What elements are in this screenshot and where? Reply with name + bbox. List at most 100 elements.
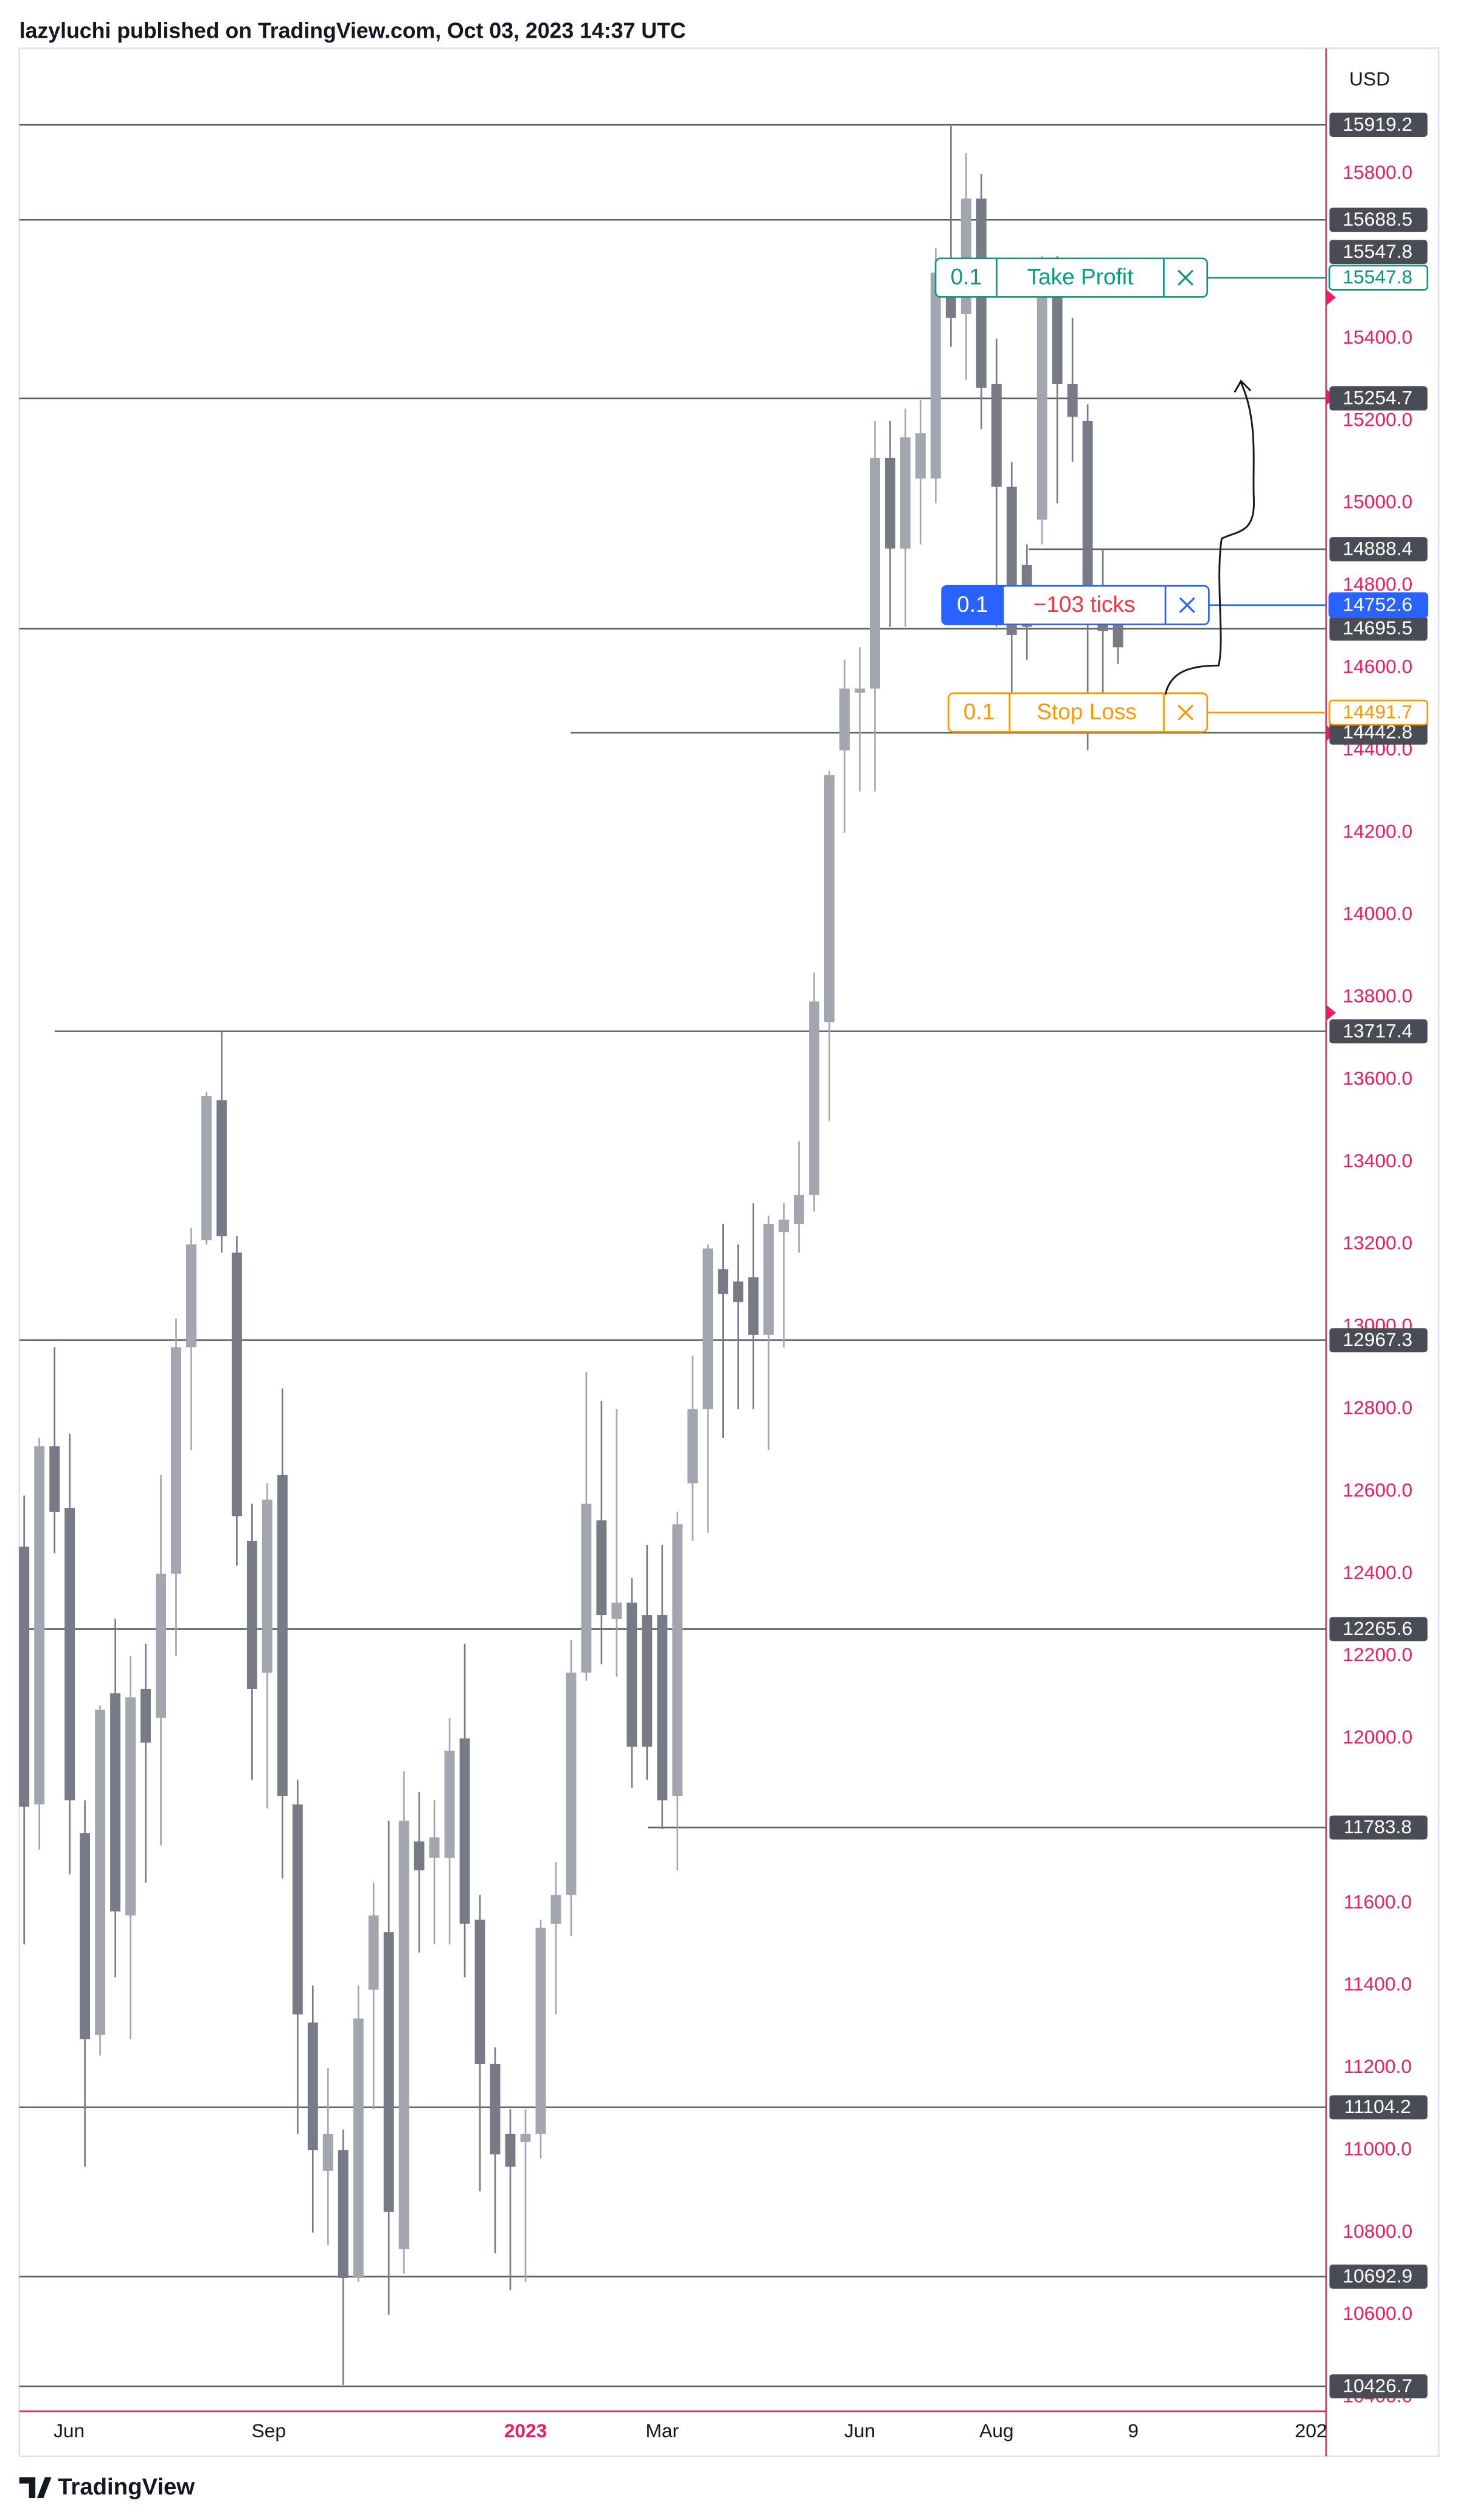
- candle-body: [703, 1248, 713, 1409]
- candle-body: [915, 433, 926, 479]
- candle-body: [429, 1837, 440, 1858]
- order-price-bg: [1328, 592, 1429, 618]
- candle-body: [231, 1252, 242, 1516]
- order-price-label: 15547.8: [1343, 266, 1413, 288]
- candle-body: [368, 1915, 379, 1990]
- candle-body: [1082, 420, 1093, 594]
- candle-body: [550, 1895, 561, 1924]
- candle-body: [945, 297, 956, 318]
- y-tick-label: 14600.0: [1343, 656, 1413, 678]
- candle-body: [19, 1546, 30, 1807]
- candle-body: [216, 1100, 227, 1237]
- candle-body: [642, 1615, 653, 1747]
- y-tick-label: 13800.0: [1343, 985, 1413, 1007]
- order-price-bg: [1328, 265, 1429, 291]
- candle-body: [414, 1841, 425, 1870]
- level-price-label: 12265.6: [1343, 1617, 1413, 1639]
- y-tick-label: 12400.0: [1343, 1561, 1413, 1583]
- order-price-label: 14491.7: [1343, 701, 1413, 723]
- level-price-bg: [1329, 386, 1428, 411]
- level-price-bg: [1329, 240, 1428, 265]
- marker: [1326, 1004, 1336, 1021]
- candle-body: [566, 1672, 577, 1895]
- y-tick-label: 13200.0: [1343, 1232, 1413, 1254]
- y-tick-label: 15000.0: [1343, 491, 1413, 513]
- brand-logo: [19, 2477, 52, 2498]
- y-tick-label: 12200.0: [1343, 1644, 1413, 1665]
- x-tick-label: 9: [1128, 2420, 1139, 2442]
- candle-body: [383, 1932, 394, 2212]
- x-tick-label: Jun: [54, 2420, 85, 2442]
- y-tick-label: 15400.0: [1343, 326, 1413, 348]
- level-price-label: 15254.7: [1343, 387, 1413, 409]
- order-close[interactable]: [1178, 269, 1194, 286]
- order-close[interactable]: [1179, 597, 1195, 613]
- candle-body: [627, 1602, 637, 1747]
- y-tick-label: 10600.0: [1343, 2302, 1413, 2324]
- level-price-label: 11783.8: [1344, 1816, 1412, 1838]
- candle-body: [824, 775, 835, 1022]
- candle-body: [80, 1833, 91, 2039]
- candle-body: [687, 1409, 698, 1484]
- x-tick-label: 202: [1295, 2420, 1327, 2442]
- level-price-label: 13717.4: [1343, 1019, 1413, 1041]
- candle-body: [292, 1804, 303, 2015]
- order-label: −103 ticks: [1033, 592, 1136, 617]
- y-tick-label: 15200.0: [1343, 408, 1413, 430]
- hand-drawing: [1164, 380, 1255, 695]
- level-price-bg: [1329, 537, 1428, 561]
- candle-body: [186, 1244, 196, 1348]
- y-tick-label: 14000.0: [1343, 903, 1413, 925]
- order-qty: 0.1: [957, 592, 988, 617]
- candle-body: [748, 1277, 759, 1335]
- x-tick-label: Mar: [645, 2420, 679, 2442]
- candle-body: [520, 2134, 531, 2142]
- order-label: Take Profit: [1027, 265, 1134, 290]
- y-tick-label: 11600.0: [1344, 1890, 1412, 1912]
- level-price-label: 12967.3: [1343, 1328, 1413, 1350]
- y-tick-label: 12000.0: [1343, 1726, 1413, 1748]
- candle-body: [1036, 297, 1047, 520]
- candle-body: [611, 1602, 622, 1619]
- order-close[interactable]: [1178, 704, 1194, 721]
- candle-body: [34, 1446, 45, 1805]
- level-price-bg: [1329, 1617, 1428, 1642]
- candle-body: [95, 1709, 106, 2035]
- order-box: [934, 257, 1209, 298]
- y-tick-label: 14800.0: [1343, 573, 1413, 595]
- candle-body: [1052, 297, 1063, 384]
- candle-body: [201, 1096, 212, 1241]
- level-price-bg: [1329, 2265, 1428, 2289]
- candle-body: [474, 1920, 485, 2064]
- candle-body: [672, 1524, 683, 1796]
- x-tick-label: Aug: [979, 2420, 1013, 2442]
- candle-body: [338, 2150, 349, 2278]
- level-price-label: 15688.5: [1343, 208, 1413, 230]
- candle-body: [869, 457, 880, 689]
- candle-body: [246, 1541, 257, 1689]
- marker: [1326, 289, 1336, 306]
- level-price-bg: [1329, 1019, 1428, 1044]
- y-tick-label: 13400.0: [1343, 1150, 1413, 1171]
- candle-body: [733, 1281, 744, 1302]
- candle-body: [171, 1347, 181, 1574]
- frame: [18, 47, 1440, 2457]
- currency: USD: [1349, 68, 1390, 90]
- candle-body: [900, 437, 911, 549]
- candle-body: [581, 1504, 592, 1673]
- level-price-label: 15547.8: [1343, 240, 1413, 262]
- brand: TradingView: [19, 2474, 195, 2500]
- candle-body: [657, 1615, 668, 1800]
- x-tick-label: Sep: [252, 2420, 286, 2442]
- level-price-label: 10426.7: [1343, 2375, 1413, 2397]
- level-price-bg: [1329, 616, 1428, 641]
- order-qty: 0.1: [951, 265, 982, 290]
- candle-body: [125, 1697, 136, 1916]
- candle-body: [398, 1821, 409, 2249]
- level-price-bg: [1329, 207, 1428, 232]
- candle-body: [141, 1689, 151, 1743]
- candle-body: [794, 1195, 805, 1224]
- x-tick-label: Jun: [844, 2420, 875, 2442]
